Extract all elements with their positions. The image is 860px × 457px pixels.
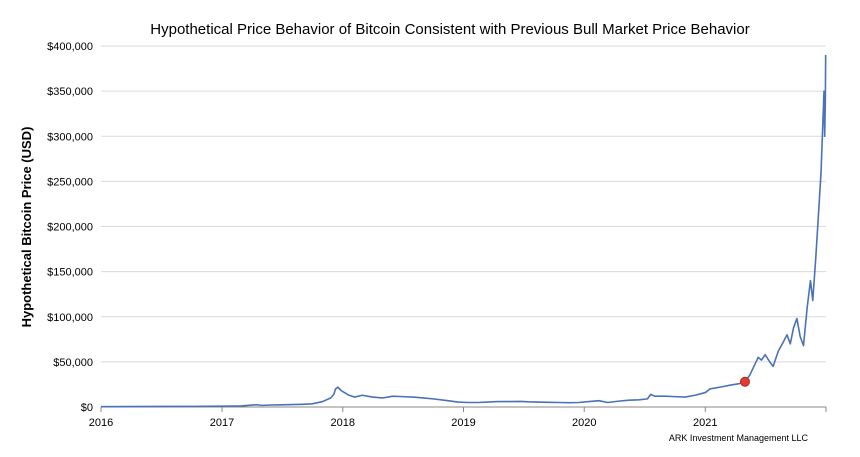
y-tick-label: $50,000	[53, 357, 93, 369]
gridlines	[101, 45, 826, 363]
chart-title: Hypothetical Price Behavior of Bitcoin C…	[150, 21, 749, 38]
x-tick-labels: 2016 2017 2018 2019 2020 2021	[89, 417, 718, 429]
price-series-line	[100, 55, 827, 408]
y-tick-label: $150,000	[47, 267, 93, 279]
y-tick-label: $250,000	[47, 176, 93, 188]
y-tick-label: $400,000	[47, 41, 93, 53]
marker-layer	[739, 376, 750, 387]
x-tick-label: 2017	[210, 417, 234, 429]
y-tick-label: $300,000	[47, 131, 93, 143]
x-tick-label: 2016	[89, 417, 113, 429]
source-note: ARK Investment Management LLC	[669, 433, 809, 443]
current-price-marker	[739, 376, 750, 387]
x-tick-label: 2021	[693, 417, 717, 429]
x-tick-label: 2019	[451, 417, 475, 429]
y-axis-label: Hypothetical Bitcoin Price (USD)	[19, 127, 34, 328]
y-tick-labels: $0 $50,000 $100,000 $150,000 $200,000 $250,00…	[47, 41, 93, 414]
x-tick-label: 2018	[331, 417, 355, 429]
y-tick-label: $100,000	[47, 312, 93, 324]
series-layer	[100, 55, 827, 408]
y-tick-label: $350,000	[47, 86, 93, 98]
y-tick-label: $200,000	[47, 222, 93, 234]
axes	[100, 406, 827, 412]
y-tick-label: $0	[81, 402, 93, 414]
x-tick-label: 2020	[572, 417, 596, 429]
